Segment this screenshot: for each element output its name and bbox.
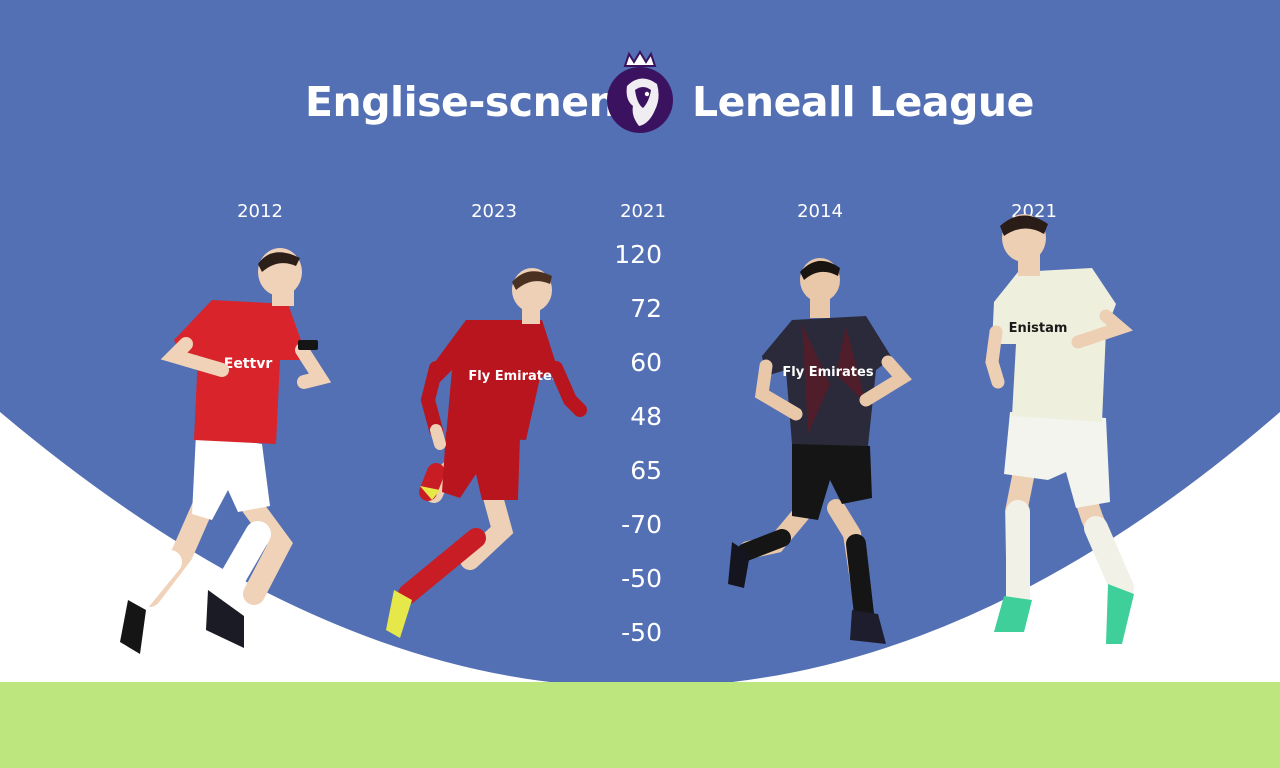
stat-value-7: -50 — [621, 564, 662, 593]
player-2: Fly Emirates — [386, 268, 587, 638]
sponsor-text-1: Eettvr — [224, 356, 273, 372]
player-1: Eettvr — [120, 248, 332, 654]
grass-strip — [0, 682, 1280, 768]
lion-crown-icon — [607, 50, 673, 133]
sponsor-text-2: Fly Emirates — [468, 369, 559, 384]
stat-value-8: -50 — [621, 618, 662, 647]
title-right: Leneall League — [692, 78, 1034, 126]
stat-value-4: 48 — [630, 402, 662, 431]
year-label-3: 2021 — [620, 201, 666, 222]
year-label-1: 2012 — [237, 201, 283, 222]
year-label-2: 2023 — [471, 201, 517, 222]
stat-value-6: -70 — [621, 510, 662, 539]
stat-value-3: 60 — [630, 348, 662, 377]
stat-value-1: 120 — [614, 240, 662, 269]
sponsor-text-3: Fly Emirates — [782, 365, 873, 380]
stat-value-2: 72 — [630, 294, 662, 323]
stat-value-5: 65 — [630, 456, 662, 485]
white-arc — [0, 412, 1280, 688]
year-label-4: 2014 — [797, 201, 843, 222]
title-left: Englise-scnen — [305, 78, 618, 126]
player-3: Fly Emirates — [728, 258, 912, 644]
sponsor-text-4: Enistam — [1009, 321, 1068, 336]
player-4: Enistam — [985, 214, 1134, 644]
